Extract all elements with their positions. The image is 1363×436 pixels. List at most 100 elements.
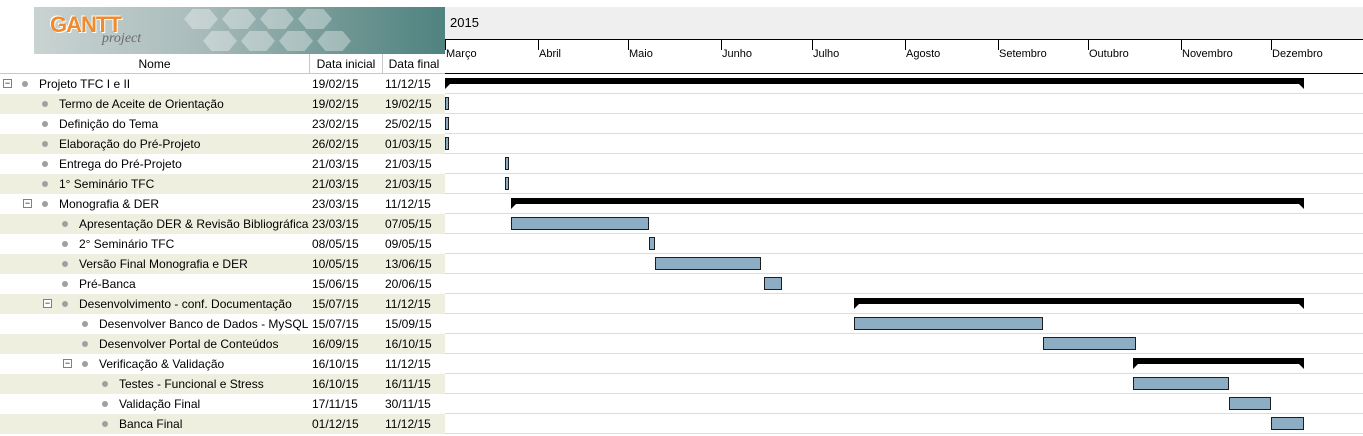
task-name-cell[interactable]: − Monografia & DER (0, 194, 310, 214)
column-header-end[interactable]: Data final (388, 57, 440, 71)
task-name-cell[interactable]: Entrega do Pré-Projeto (0, 154, 310, 174)
task-start-date[interactable]: 23/03/15 (312, 197, 359, 211)
task-row[interactable]: Testes - Funcional e Stress 16/10/15 16/11… (0, 374, 445, 394)
task-start-date[interactable]: 16/09/15 (312, 337, 359, 351)
task-bar[interactable] (1043, 337, 1136, 350)
task-bar[interactable] (854, 317, 1043, 330)
task-start-date[interactable]: 01/12/15 (312, 417, 359, 431)
task-name-cell[interactable]: − Desenvolvimento - conf. Documentação (0, 294, 310, 314)
task-end-date[interactable]: 21/03/15 (385, 177, 432, 191)
summary-task-bar[interactable] (1133, 358, 1304, 369)
task-end-date[interactable]: 19/02/15 (385, 97, 432, 111)
task-name-cell[interactable]: Desenvolver Banco de Dados - MySQL (0, 314, 310, 334)
column-header-name[interactable]: Nome (0, 54, 310, 74)
task-name-cell[interactable]: − Verificação & Validação (0, 354, 310, 374)
task-row[interactable]: Validação Final 17/11/15 30/11/15 (0, 394, 445, 414)
task-name-cell[interactable]: Banca Final (0, 414, 310, 434)
task-end-date[interactable]: 20/06/15 (385, 277, 432, 291)
task-bar[interactable] (649, 237, 655, 250)
task-end-date[interactable]: 11/12/15 (385, 417, 431, 431)
task-end-date[interactable]: 11/12/15 (385, 197, 431, 211)
task-name-cell[interactable]: Definição do Tema (0, 114, 310, 134)
task-name-cell[interactable]: Elaboração do Pré-Projeto (0, 134, 310, 154)
task-row[interactable]: Entrega do Pré-Projeto 21/03/15 21/03/15 (0, 154, 445, 174)
task-name-cell[interactable]: Versão Final Monografia e DER (0, 254, 310, 274)
task-name-cell[interactable]: Termo de Aceite de Orientação (0, 94, 310, 114)
gantt-row (445, 94, 1363, 114)
task-start-date[interactable]: 08/05/15 (312, 237, 359, 251)
task-row[interactable]: − Projeto TFC I e II 19/02/15 11/12/15 (0, 74, 445, 94)
task-row[interactable]: Termo de Aceite de Orientação 19/02/15 19/… (0, 94, 445, 114)
task-end-date[interactable]: 16/11/15 (385, 377, 431, 391)
summary-task-bar[interactable] (854, 298, 1304, 309)
task-end-date[interactable]: 11/12/15 (385, 357, 431, 371)
task-start-date[interactable]: 26/02/15 (312, 137, 359, 151)
task-bar[interactable] (445, 137, 449, 150)
task-bar[interactable] (505, 177, 509, 190)
task-end-date[interactable]: 21/03/15 (385, 157, 432, 171)
task-start-date[interactable]: 21/03/15 (312, 177, 359, 191)
task-row[interactable]: − Monografia & DER 23/03/15 11/12/15 (0, 194, 445, 214)
task-name-cell[interactable]: Pré-Banca (0, 274, 310, 294)
gantt-row (445, 174, 1363, 194)
task-start-date[interactable]: 19/02/15 (312, 77, 359, 91)
task-end-date[interactable]: 15/09/15 (385, 317, 432, 331)
task-bar[interactable] (1133, 377, 1229, 390)
task-bar[interactable] (505, 157, 509, 170)
task-row[interactable]: − Verificação & Validação 16/10/15 11/12/15 (0, 354, 445, 374)
task-start-date[interactable]: 17/11/15 (312, 397, 358, 411)
collapse-toggle-icon[interactable]: − (63, 358, 72, 368)
task-end-date[interactable]: 11/12/15 (385, 77, 431, 91)
task-name-cell[interactable]: Apresentação DER & Revisão Bibliográfica (0, 214, 310, 234)
task-end-date[interactable]: 09/05/15 (385, 237, 432, 251)
task-name-cell[interactable]: − Projeto TFC I e II (0, 74, 310, 94)
month-label: Julho (813, 48, 840, 60)
task-bar[interactable] (445, 97, 449, 110)
task-end-date[interactable]: 01/03/15 (385, 137, 432, 151)
task-start-date[interactable]: 21/03/15 (312, 157, 359, 171)
task-end-date[interactable]: 30/11/15 (385, 397, 431, 411)
task-name-cell[interactable]: Desenvolver Portal de Conteúdos (0, 334, 310, 354)
task-bar[interactable] (1271, 417, 1304, 430)
task-end-date[interactable]: 11/12/15 (385, 297, 431, 311)
task-row[interactable]: 1° Seminário TFC 21/03/15 21/03/15 (0, 174, 445, 194)
task-bar[interactable] (764, 277, 782, 290)
task-name-cell[interactable]: 2° Seminário TFC (0, 234, 310, 254)
task-start-date[interactable]: 16/10/15 (312, 377, 359, 391)
task-end-date[interactable]: 07/05/15 (385, 217, 432, 231)
task-start-date[interactable]: 10/05/15 (312, 257, 359, 271)
summary-task-bar[interactable] (511, 198, 1304, 209)
task-bar[interactable] (655, 257, 761, 270)
task-row[interactable]: Pré-Banca 15/06/15 20/06/15 (0, 274, 445, 294)
task-start-date[interactable]: 15/06/15 (312, 277, 359, 291)
task-row[interactable]: − Desenvolvimento - conf. Documentação 15/… (0, 294, 445, 314)
task-name-cell[interactable]: 1° Seminário TFC (0, 174, 310, 194)
task-start-date[interactable]: 23/02/15 (312, 117, 359, 131)
task-end-date[interactable]: 13/06/15 (385, 257, 432, 271)
task-row[interactable]: Elaboração do Pré-Projeto 26/02/15 01/03/1… (0, 134, 445, 154)
task-name-cell[interactable]: Validação Final (0, 394, 310, 414)
collapse-toggle-icon[interactable]: − (23, 198, 32, 208)
task-row[interactable]: Desenvolver Banco de Dados - MySQL 15/07/… (0, 314, 445, 334)
task-bar[interactable] (445, 117, 449, 130)
task-row[interactable]: Desenvolver Portal de Conteúdos 16/09/15 1… (0, 334, 445, 354)
collapse-toggle-icon[interactable]: − (3, 78, 12, 88)
column-header-start[interactable]: Data inicial (310, 54, 383, 74)
collapse-toggle-icon[interactable]: − (43, 298, 52, 308)
task-start-date[interactable]: 15/07/15 (312, 317, 359, 331)
task-row[interactable]: Apresentação DER & Revisão Bibliográfica… (0, 214, 445, 234)
task-start-date[interactable]: 23/03/15 (312, 217, 359, 231)
task-bar[interactable] (511, 217, 649, 230)
task-row[interactable]: 2° Seminário TFC 08/05/15 09/05/15 (0, 234, 445, 254)
task-bar[interactable] (1229, 397, 1271, 410)
summary-task-bar[interactable] (445, 78, 1304, 89)
task-start-date[interactable]: 19/02/15 (312, 97, 359, 111)
task-name-cell[interactable]: Testes - Funcional e Stress (0, 374, 310, 394)
task-start-date[interactable]: 15/07/15 (312, 297, 359, 311)
task-start-date[interactable]: 16/10/15 (312, 357, 359, 371)
task-row[interactable]: Versão Final Monografia e DER 10/05/15 13/… (0, 254, 445, 274)
task-end-date[interactable]: 16/10/15 (385, 337, 432, 351)
task-end-date[interactable]: 25/02/15 (385, 117, 432, 131)
task-row[interactable]: Banca Final 01/12/15 11/12/15 (0, 414, 445, 434)
task-row[interactable]: Definição do Tema 23/02/15 25/02/15 (0, 114, 445, 134)
